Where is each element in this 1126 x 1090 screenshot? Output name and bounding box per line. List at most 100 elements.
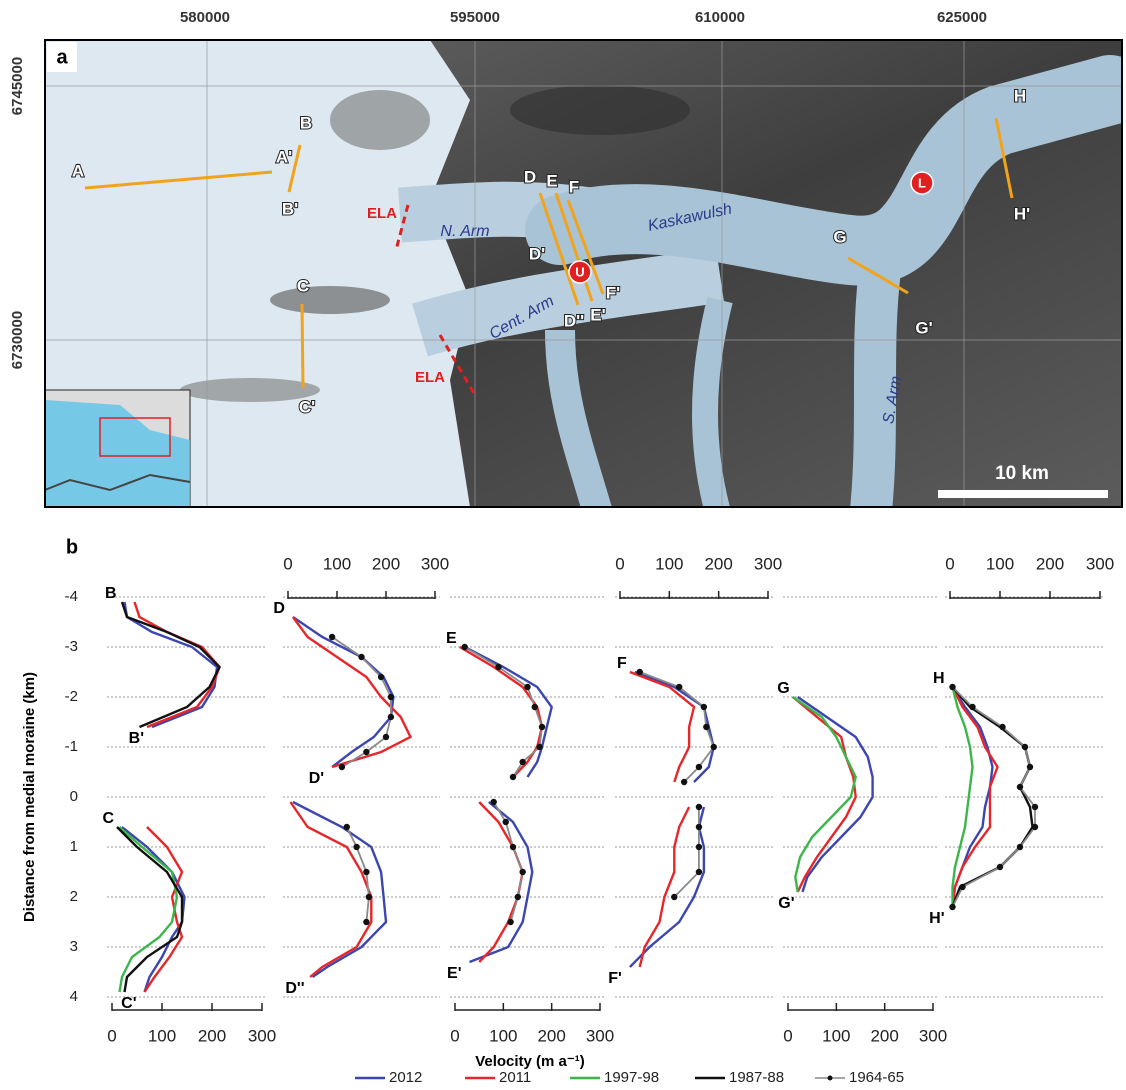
profile-label: C xyxy=(297,276,309,295)
profile-point xyxy=(378,674,384,680)
profile-point xyxy=(519,759,525,765)
profile-point xyxy=(519,869,525,875)
profile-point xyxy=(366,894,372,900)
y-tick-label: 3 xyxy=(70,938,78,955)
profile-line xyxy=(135,602,220,727)
profile-end-label: H' xyxy=(929,910,944,927)
profile-line xyxy=(674,807,699,897)
northing-label: 6730000 xyxy=(9,311,26,369)
x-tick-label: 200 xyxy=(704,554,732,573)
profile-label: H' xyxy=(1014,204,1030,223)
profile-point xyxy=(503,819,509,825)
y-tick-label: 1 xyxy=(70,838,78,855)
easting-label: 625000 xyxy=(937,9,987,26)
profile-point xyxy=(703,724,709,730)
x-tick-label: 300 xyxy=(754,554,782,573)
site-label: L xyxy=(918,175,926,190)
ridge xyxy=(510,85,690,135)
legend-label: 2011 xyxy=(499,1069,531,1086)
profile-point xyxy=(536,744,542,750)
profile-line xyxy=(630,672,694,782)
x-tick-label: 100 xyxy=(986,554,1014,573)
profile-line xyxy=(630,807,704,967)
profile-label: B' xyxy=(282,199,298,218)
profile-end-label: D' xyxy=(309,770,324,787)
x-tick-label: 200 xyxy=(537,1026,565,1045)
x-tick-label: 200 xyxy=(1036,554,1064,573)
profile-start-label: H xyxy=(933,670,945,687)
figure: 580000 595000 610000 625000 6745000 6730… xyxy=(0,0,1126,1090)
northing-label: 6745000 xyxy=(9,57,26,115)
profile-point xyxy=(344,824,350,830)
profile-label: F' xyxy=(606,283,620,302)
profile-start-label: E xyxy=(446,630,457,647)
x-tick-label: 300 xyxy=(1086,554,1114,573)
profile-point xyxy=(524,684,530,690)
x-tick-label: 0 xyxy=(783,1026,792,1045)
profile-point xyxy=(1032,824,1038,830)
profile-end-label: G' xyxy=(778,895,794,912)
profile-start-label: F xyxy=(617,655,627,672)
ela-label: ELA xyxy=(367,205,397,222)
profile-point xyxy=(363,869,369,875)
profile-point xyxy=(969,704,975,710)
profile-point xyxy=(1017,844,1023,850)
profile-line xyxy=(793,697,856,892)
profile-point xyxy=(711,744,717,750)
profile-line xyxy=(302,304,303,388)
profile-label: G' xyxy=(915,318,932,337)
profile-label: F xyxy=(569,177,579,196)
profile-point xyxy=(671,894,677,900)
profile-line xyxy=(290,802,371,977)
profile-end-label: C' xyxy=(121,995,136,1012)
site-label: U xyxy=(575,264,584,279)
profile-point xyxy=(461,644,467,650)
arm-label: N. Arm xyxy=(440,223,489,240)
profile-line xyxy=(122,602,220,727)
profile-line xyxy=(120,827,178,992)
x-tick-label: 100 xyxy=(822,1026,850,1045)
profile-label: G xyxy=(833,227,846,246)
profile-end-label: F' xyxy=(608,970,622,987)
profile-line xyxy=(798,697,873,892)
profile-point xyxy=(701,704,707,710)
profile-point xyxy=(339,764,345,770)
profile-point xyxy=(388,714,394,720)
panel-label: a xyxy=(56,46,68,68)
x-tick-label: 100 xyxy=(489,1026,517,1045)
x-tick-label: 0 xyxy=(450,1026,459,1045)
legend-label: 1964-65 xyxy=(849,1069,904,1086)
profile-point xyxy=(637,669,643,675)
profile-point xyxy=(388,694,394,700)
y-tick-label: -2 xyxy=(65,688,78,705)
x-tick-label: 200 xyxy=(870,1026,898,1045)
profile-point xyxy=(676,684,682,690)
y-tick-label: 2 xyxy=(70,888,78,905)
ridge xyxy=(270,286,390,314)
easting-label: 610000 xyxy=(695,9,745,26)
profile-point xyxy=(510,774,516,780)
legend-label: 1987-88 xyxy=(729,1069,784,1086)
profile-start-label: D xyxy=(273,600,285,617)
x-tick-label: 200 xyxy=(372,554,400,573)
y-tick-label: -1 xyxy=(65,738,78,755)
x-tick-label: 0 xyxy=(283,554,292,573)
profile-label: D' xyxy=(529,244,545,263)
profile-point xyxy=(490,799,496,805)
profile-point xyxy=(353,844,359,850)
profile-line xyxy=(293,617,411,767)
ela-label: ELA xyxy=(415,369,445,386)
x-tick-label: 0 xyxy=(615,554,624,573)
profile-point xyxy=(329,634,335,640)
profile-point xyxy=(999,724,1005,730)
profile-label: D'' xyxy=(564,311,584,330)
easting-label: 595000 xyxy=(450,9,500,26)
profile-point xyxy=(383,734,389,740)
profile-label: A' xyxy=(276,147,292,166)
velocity-panel: b Distance from medial moraine (km) Velo… xyxy=(21,536,1114,1086)
x-tick-label: 0 xyxy=(107,1026,116,1045)
y-axis-title: Distance from medial moraine (km) xyxy=(21,672,38,922)
profile-point xyxy=(696,764,702,770)
profile-start-label: B xyxy=(105,585,117,602)
profile-point xyxy=(1022,744,1028,750)
